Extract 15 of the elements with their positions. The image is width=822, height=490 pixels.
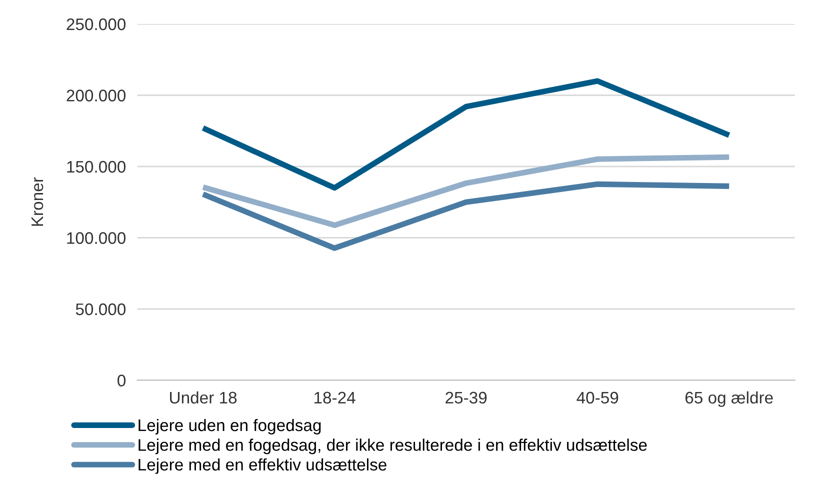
y-tick-label: 50.000 <box>76 303 126 316</box>
y-tick-label: 200.000 <box>66 90 126 102</box>
x-tick-label: 40-59 <box>576 392 618 404</box>
legend-label: Lejere uden en fogedsag <box>138 418 321 434</box>
legend-label: Lejere med en effektiv udsættelse <box>138 458 386 474</box>
legend-label: Lejere med en fogedsag, der ikke resulterede i en effektiv udsættelse <box>138 438 647 454</box>
y-tick-label: 100.000 <box>67 232 126 244</box>
x-tick-label: 18-24 <box>314 392 356 404</box>
y-tick-label: 0 <box>118 374 126 386</box>
x-tick-label: Under 18 <box>170 391 237 404</box>
y-axis-title: Kroner <box>32 177 44 226</box>
y-tick-label: 150.000 <box>67 160 126 173</box>
x-tick-label: 25-39 <box>446 392 487 404</box>
y-tick-label: 250.000 <box>66 18 126 30</box>
x-tick-label: 65 og ældre <box>685 391 773 407</box>
